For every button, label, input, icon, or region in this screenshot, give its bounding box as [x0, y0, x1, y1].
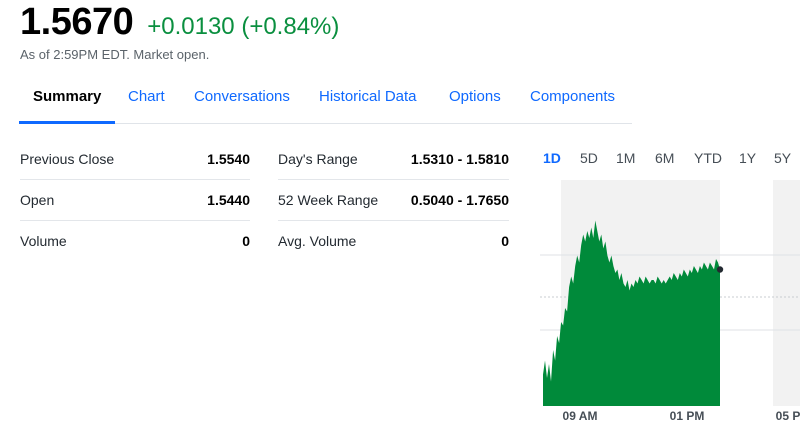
x-axis-ticks: 09 AM 01 PM 05 PM — [563, 409, 800, 423]
stat-row-volume: Volume 0 — [20, 221, 250, 262]
stat-label: Day's Range — [278, 151, 358, 167]
tab-components-label: Components — [530, 88, 616, 105]
stat-row-avg-volume: Avg. Volume 0 — [278, 221, 509, 262]
price-change: +0.0130 (+0.84%) — [147, 13, 340, 40]
tab-components[interactable]: Components — [530, 82, 615, 124]
stat-value: 1.5310 - 1.5810 — [410, 151, 509, 167]
x-tick-label: 05 PM — [776, 409, 800, 423]
intraday-price-chart[interactable]: 09 AM 01 PM 05 PM — [540, 180, 800, 432]
quote-tabs: Summary Chart Conversations Historical D… — [19, 82, 632, 124]
stat-label: 52 Week Range — [278, 192, 379, 208]
range-1d-button[interactable]: 1D — [543, 150, 561, 166]
stat-row-previous-close: Previous Close 1.5540 — [20, 139, 250, 180]
tab-historical-data-label: Historical Data — [319, 88, 417, 105]
stat-value: 0 — [242, 233, 250, 249]
stats-table-left: Previous Close 1.5540 Open 1.5440 Volume… — [20, 139, 250, 262]
stat-value: 0.5040 - 1.7650 — [410, 192, 509, 208]
tabs-divider — [20, 123, 632, 124]
stat-label: Previous Close — [20, 151, 115, 167]
range-5d-button[interactable]: 5D — [580, 150, 598, 166]
current-price: 1.5670 — [20, 1, 134, 43]
stat-row-52-week-range: 52 Week Range 0.5040 - 1.7650 — [278, 180, 509, 221]
active-tab-indicator — [19, 121, 116, 124]
tab-summary[interactable]: Summary — [19, 82, 116, 124]
stats-table-right: Day's Range 1.5310 - 1.5810 52 Week Rang… — [278, 139, 509, 262]
range-ytd-button[interactable]: YTD — [694, 150, 722, 166]
stat-value: 1.5440 — [207, 192, 250, 208]
tab-options-label: Options — [449, 88, 501, 105]
quote-header: 1.5670 +0.0130 (+0.84%) As of 2:59PM EDT… — [20, 0, 339, 62]
tab-historical-data[interactable]: Historical Data — [319, 82, 417, 124]
range-1m-button[interactable]: 1M — [616, 150, 636, 166]
stat-value: 0 — [501, 233, 509, 249]
x-tick-label: 09 AM — [563, 409, 598, 423]
last-price-point — [716, 266, 724, 273]
market-status: As of 2:59PM EDT. Market open. — [20, 47, 210, 62]
stat-row-open: Open 1.5440 — [20, 180, 250, 221]
x-tick-label: 01 PM — [670, 409, 705, 423]
tab-chart[interactable]: Chart — [128, 82, 165, 124]
stat-label: Avg. Volume — [278, 233, 357, 249]
stat-label: Open — [20, 192, 55, 208]
price-area-series — [543, 220, 720, 406]
tab-chart-label: Chart — [128, 88, 165, 105]
tab-options[interactable]: Options — [449, 82, 501, 124]
range-5y-button[interactable]: 5Y — [774, 150, 792, 166]
session-band-after-hours — [773, 180, 800, 406]
stat-row-days-range: Day's Range 1.5310 - 1.5810 — [278, 139, 509, 180]
range-1y-button[interactable]: 1Y — [739, 150, 757, 166]
range-6m-button[interactable]: 6M — [655, 150, 675, 166]
stat-value: 1.5540 — [207, 151, 250, 167]
tab-conversations-label: Conversations — [194, 88, 290, 105]
tab-conversations[interactable]: Conversations — [194, 82, 290, 124]
stat-label: Volume — [20, 233, 67, 249]
tab-summary-label: Summary — [33, 88, 102, 105]
